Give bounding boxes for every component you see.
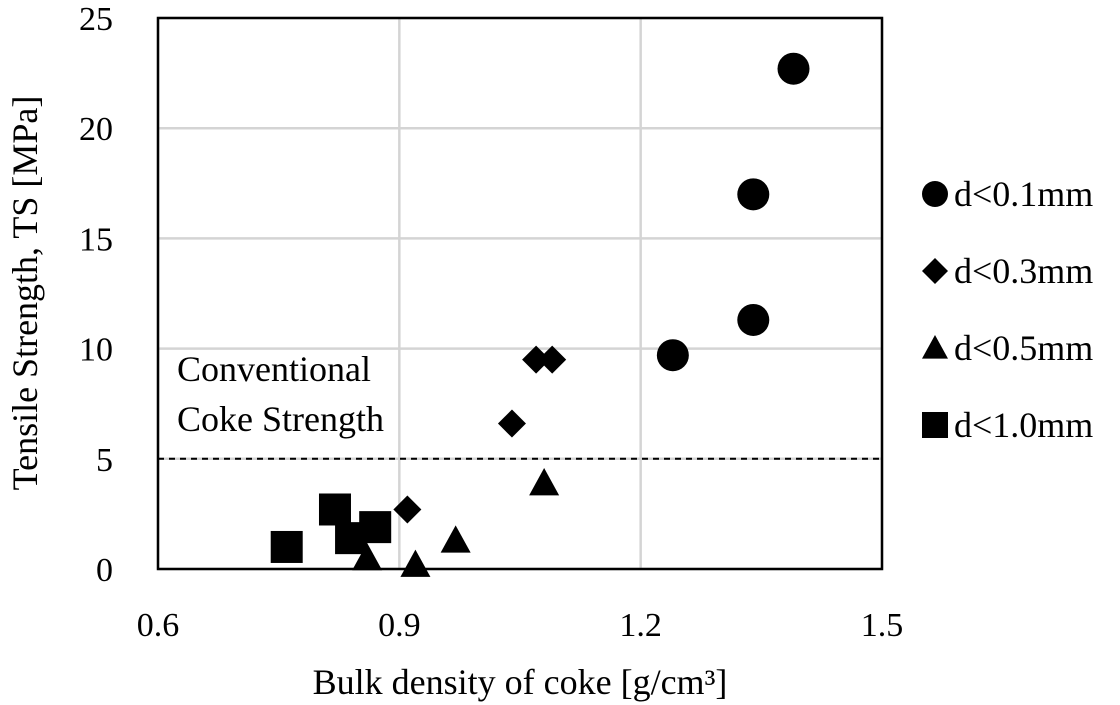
point-circle-3 [777,52,810,85]
point-square-3 [359,511,392,544]
legend-label-1: d<0.3mm [954,251,1093,291]
y-axis-ticks: 0 5 10 15 20 25 [79,1,113,589]
legend-label-2: d<0.5mm [954,328,1093,368]
y-tick-label-5: 25 [79,1,113,38]
point-diamond-2 [522,345,551,374]
legend-marker-1 [922,258,948,284]
reference-annotation: Conventional Coke Strength [177,349,384,439]
point-triangle-0 [352,542,383,571]
reference-label-line-0: Conventional [177,349,371,389]
legend-marker-2 [922,335,948,359]
point-circle-0 [656,339,689,372]
x-axis-ticks: 0.6 0.9 1.2 1.5 [137,607,904,644]
y-tick-label-2: 10 [79,332,113,369]
legend-marker-0 [922,181,948,207]
point-diamond-3 [538,345,567,374]
data-points [270,52,810,577]
x-axis-title: Bulk density of coke [g/cm³] [313,662,728,702]
y-tick-label-3: 15 [79,221,113,258]
legend: d<0.1mm d<0.3mm d<0.5mm d<1.0mm [922,174,1093,445]
x-tick-label-3: 1.5 [861,607,904,644]
x-tick-label-2: 1.2 [619,607,662,644]
point-square-0 [270,530,303,563]
point-circle-2 [737,178,770,211]
point-triangle-2 [440,525,471,553]
y-axis-title: Tensile Strength, TS [MPa] [5,96,45,491]
y-tick-label-0: 0 [96,552,113,589]
legend-label-0: d<0.1mm [954,174,1093,214]
point-diamond-0 [393,495,422,524]
point-circle-1 [737,303,770,336]
x-tick-label-0: 0.6 [137,607,180,644]
legend-marker-3 [922,412,948,438]
y-tick-label-1: 5 [96,442,113,479]
point-square-1 [318,493,351,526]
plot-area-frame [156,16,884,571]
y-tick-label-4: 20 [79,111,113,148]
point-triangle-3 [529,468,560,496]
point-triangle-1 [400,549,431,577]
legend-label-3: d<1.0mm [954,405,1093,445]
point-diamond-1 [497,409,526,438]
reference-label-line-1: Coke Strength [177,399,384,439]
x-tick-label-1: 0.9 [378,607,421,644]
grid-lines [156,16,884,571]
